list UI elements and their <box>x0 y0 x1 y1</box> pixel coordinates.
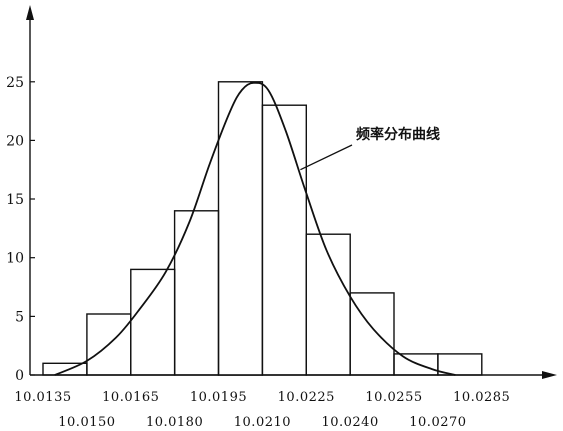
x-tick-label-lower-4: 10.0270 <box>409 415 466 430</box>
x-tick-label-upper-1: 10.0165 <box>102 390 159 405</box>
y-axis-arrow-icon <box>26 5 34 20</box>
axes <box>26 5 557 379</box>
y-tick-label-5: 25 <box>6 75 24 91</box>
x-tick-label-lower-3: 10.0240 <box>321 415 378 430</box>
curve-label-leader-line <box>300 144 353 171</box>
curve-label: 频率分布曲线 <box>356 126 440 143</box>
x-tick-label-lower-1: 10.0180 <box>146 415 203 430</box>
frequency-curve <box>54 81 456 376</box>
frequency-curve-layer <box>54 81 456 376</box>
bar-7 <box>349 292 395 376</box>
x-tick-label-upper-5: 10.0285 <box>453 390 510 405</box>
x-tick-label-upper-3: 10.0225 <box>278 390 335 405</box>
y-tick-label-2: 10 <box>6 251 24 267</box>
y-tick-label-1: 5 <box>15 309 24 325</box>
x-tick-label-upper-0: 10.0135 <box>14 390 71 405</box>
y-tick-label-3: 15 <box>6 192 24 208</box>
histogram-bars <box>42 81 483 376</box>
curve-annotation: 频率分布曲线 <box>300 126 440 171</box>
bar-5 <box>261 104 307 376</box>
bar-8 <box>393 353 439 376</box>
y-tick-labels: 0 5 10 15 20 25 <box>6 75 35 384</box>
x-axis-arrow-icon <box>542 371 557 379</box>
x-tick-label-lower-2: 10.0210 <box>234 415 291 430</box>
x-tick-labels: 10.0135 10.0165 10.0195 10.0225 10.0255 10.02… <box>14 390 510 430</box>
bar-4 <box>217 81 264 376</box>
x-tick-label-upper-2: 10.0195 <box>190 390 247 405</box>
bar-3 <box>173 210 220 376</box>
x-tick-label-lower-0: 10.0150 <box>58 415 115 430</box>
y-tick-label-0: 0 <box>15 368 24 384</box>
y-tick-label-4: 20 <box>6 133 24 149</box>
bar-2 <box>130 268 176 376</box>
x-tick-label-upper-4: 10.0255 <box>365 390 422 405</box>
